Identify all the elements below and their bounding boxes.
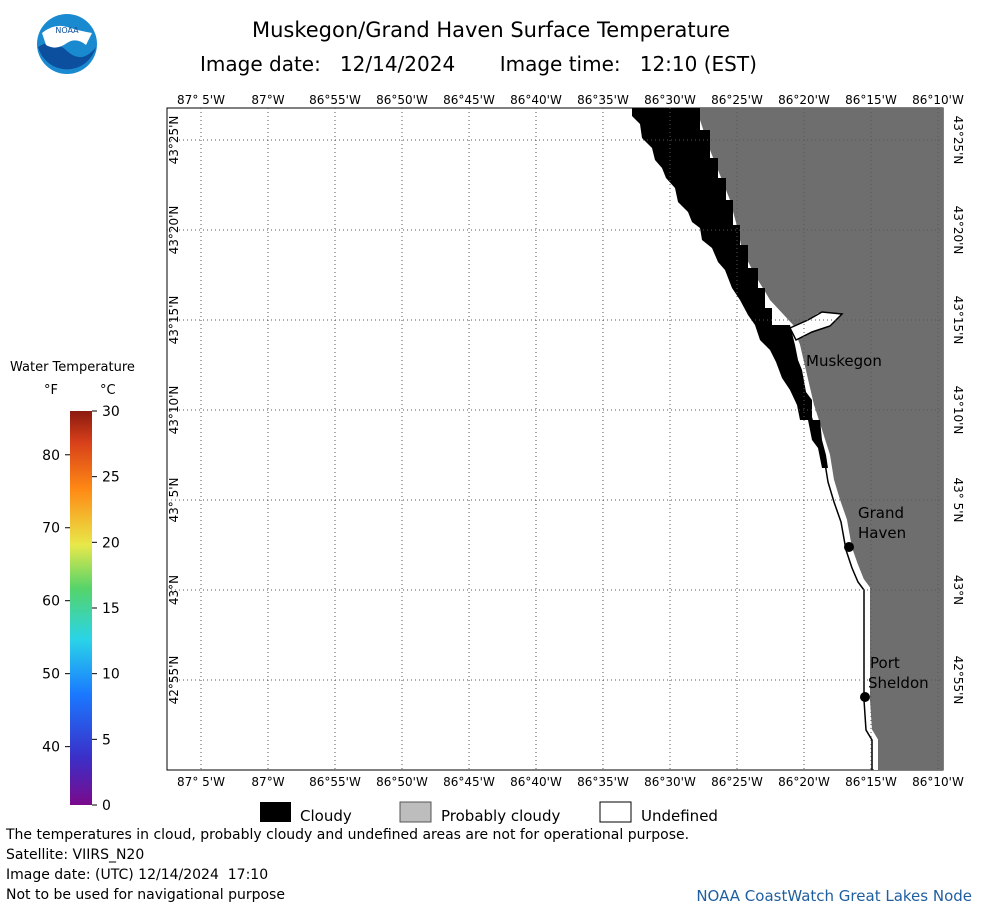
coastline <box>788 324 878 770</box>
image-time-label: Image time: <box>499 52 621 76</box>
probably-cloudy-swatch <box>399 801 432 823</box>
footer-utc-date: Image date: (UTC) 12/14/2024 17:10 <box>6 867 269 883</box>
lon-label: 86°20'W <box>778 775 830 789</box>
map: 87° 5'W 87°W 86°55'W 86°50'W 86°45'W 86°40'W 8… <box>166 93 965 789</box>
lon-label: 86°45'W <box>443 93 495 107</box>
lon-label: 86°40'W <box>510 775 562 789</box>
lon-label: 87° 5'W <box>177 775 225 789</box>
f-tick-label: 80 <box>42 448 60 464</box>
f-tick-label: 40 <box>42 740 60 756</box>
lat-label: 43°25'N <box>951 116 965 165</box>
cloudy-swatch <box>260 802 291 822</box>
footer-satellite: Satellite: VIIRS_N20 <box>6 847 145 863</box>
lat-label: 43°15'N <box>167 296 181 345</box>
c-tick-label: 30 <box>102 405 120 420</box>
image-datetime: Image date: 12/14/2024 Image time: 12:10… <box>200 52 757 76</box>
lat-label: 43° 5'N <box>167 478 181 523</box>
lon-label: 86°10'W <box>912 93 964 107</box>
muskegon-lake <box>788 311 844 342</box>
place-port-sheldon-line2: Sheldon <box>868 674 929 692</box>
lon-label: 86°40'W <box>510 93 562 107</box>
noaa-logo: NOAA <box>37 14 97 74</box>
probably-cloudy-label: Probably cloudy <box>441 807 560 825</box>
lon-label: 86°10'W <box>912 775 964 789</box>
cloud-band <box>632 108 828 468</box>
lon-label: 87° 5'W <box>177 93 225 107</box>
category-legend: Cloudy Probably cloudy Undefined <box>0 800 982 830</box>
land-area <box>698 108 943 770</box>
c-tick-label: 10 <box>102 667 120 683</box>
undefined-swatch <box>599 801 632 823</box>
lat-label: 42°55'N <box>167 656 181 705</box>
lon-labels-top: 87° 5'W 87°W 86°55'W 86°50'W 86°45'W 86°40'W 8… <box>177 93 964 107</box>
lat-label: 43°15'N <box>951 296 965 345</box>
lon-label: 86°35'W <box>577 775 629 789</box>
color-scale-title: Water Temperature <box>10 360 135 375</box>
footer-credit: NOAA CoastWatch Great Lakes Node <box>696 887 972 905</box>
lat-label: 43°20'N <box>951 206 965 255</box>
lat-label: 43°25'N <box>167 116 181 165</box>
lon-label: 86°45'W <box>443 775 495 789</box>
page-title: Muskegon/Grand Haven Surface Temperature <box>251 18 731 42</box>
f-tick-label: 70 <box>42 521 60 537</box>
unit-fahrenheit: °F <box>44 383 58 398</box>
cloudy-label: Cloudy <box>300 807 352 825</box>
lon-label: 86°15'W <box>845 93 897 107</box>
place-grand-haven-line1: Grand <box>858 504 904 522</box>
place-port-sheldon-line1: Port <box>870 654 900 672</box>
place-muskegon: Muskegon <box>806 352 882 370</box>
lon-label: 86°50'W <box>376 775 428 789</box>
c-tick-label: 0 <box>102 798 111 814</box>
f-tick-label: 50 <box>42 667 60 683</box>
lat-labels-left: 43°25'N 43°20'N 43°15'N 43°10'N 43° 5'N 43°N 4… <box>167 116 181 705</box>
c-tick-label: 20 <box>102 535 120 551</box>
c-tick-label: 25 <box>102 470 120 486</box>
lon-label: 86°15'W <box>845 775 897 789</box>
unit-celsius: °C <box>100 383 116 398</box>
undefined-label: Undefined <box>641 807 718 825</box>
place-grand-haven-line2: Haven <box>858 524 906 542</box>
footer-nav-warning: Not to be used for navigational purpose <box>6 887 285 903</box>
lat-label: 43°20'N <box>167 206 181 255</box>
lon-label: 86°55'W <box>309 775 361 789</box>
c-tick-label: 5 <box>102 732 111 748</box>
lat-label: 43°10'N <box>951 386 965 435</box>
lon-label: 86°30'W <box>644 775 696 789</box>
footer-note: The temperatures in cloud, probably clou… <box>6 827 690 843</box>
lat-label: 43° 5'N <box>951 478 965 523</box>
lon-label: 87°W <box>251 775 284 789</box>
port-sheldon-marker <box>860 692 870 702</box>
lat-label: 43°N <box>951 575 965 605</box>
image-date: 12/14/2024 <box>339 52 456 76</box>
lat-label: 42°55'N <box>951 656 965 705</box>
image-date-label: Image date: <box>200 52 321 76</box>
lon-label: 86°35'W <box>577 93 629 107</box>
lon-label: 86°55'W <box>309 93 361 107</box>
grand-haven-marker <box>844 542 854 552</box>
logo-text: NOAA <box>55 26 79 35</box>
lon-label: 86°25'W <box>711 93 763 107</box>
f-tick-label: 60 <box>42 594 60 610</box>
c-tick-label: 15 <box>102 601 120 617</box>
color-bar <box>70 411 92 805</box>
map-grid <box>167 108 943 770</box>
lon-label: 86°50'W <box>376 93 428 107</box>
lat-label: 43°N <box>167 575 181 605</box>
lon-label: 86°30'W <box>644 93 696 107</box>
lat-labels-right: 43°25'N 43°20'N 43°15'N 43°10'N 43° 5'N 43°N 4… <box>951 116 965 705</box>
lon-label: 87°W <box>251 93 284 107</box>
lat-label: 43°10'N <box>167 386 181 435</box>
lon-label: 86°20'W <box>778 93 830 107</box>
image-time: 12:10 (EST) <box>639 52 757 76</box>
lon-labels-bottom: 87° 5'W 87°W 86°55'W 86°50'W 86°45'W 86°40'W 8… <box>177 775 964 789</box>
lon-label: 86°25'W <box>711 775 763 789</box>
